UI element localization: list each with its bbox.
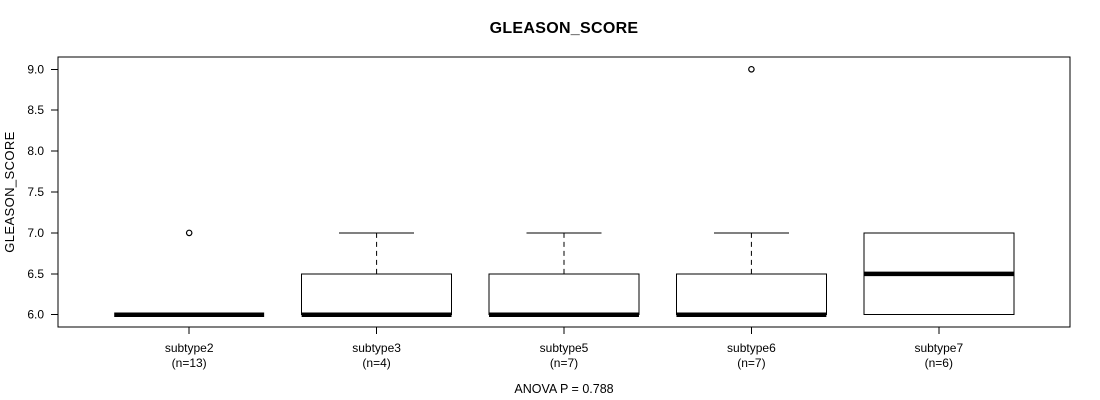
y-tick-label: 6.5 [27,267,44,281]
anova-annotation: ANOVA P = 0.788 [514,382,614,396]
x-label: subtype3 [352,341,401,355]
x-label: subtype5 [540,341,589,355]
chart-title: GLEASON_SCORE [489,20,639,37]
y-tick-label: 8.5 [27,103,44,117]
outlier-point [185,229,193,237]
y-tick-label: 6.0 [27,308,44,322]
iqr-box [488,273,640,316]
x-label: subtype6 [727,341,776,355]
y-tick-label: 8.0 [27,144,44,158]
x-label: subtype7 [914,341,963,355]
x-label: subtype2 [165,341,214,355]
iqr-box [301,273,453,316]
y-tick-label: 7.0 [27,226,44,240]
y-tick-label: 7.5 [27,185,44,199]
x-sublabel: (n=4) [362,356,390,370]
x-sublabel: (n=7) [737,356,765,370]
x-sublabel: (n=13) [172,356,207,370]
iqr-box [675,273,827,316]
outlier-point [748,65,755,73]
x-sublabel: (n=7) [550,356,578,370]
y-tick-label: 9.0 [27,62,44,76]
x-sublabel: (n=6) [925,356,953,370]
